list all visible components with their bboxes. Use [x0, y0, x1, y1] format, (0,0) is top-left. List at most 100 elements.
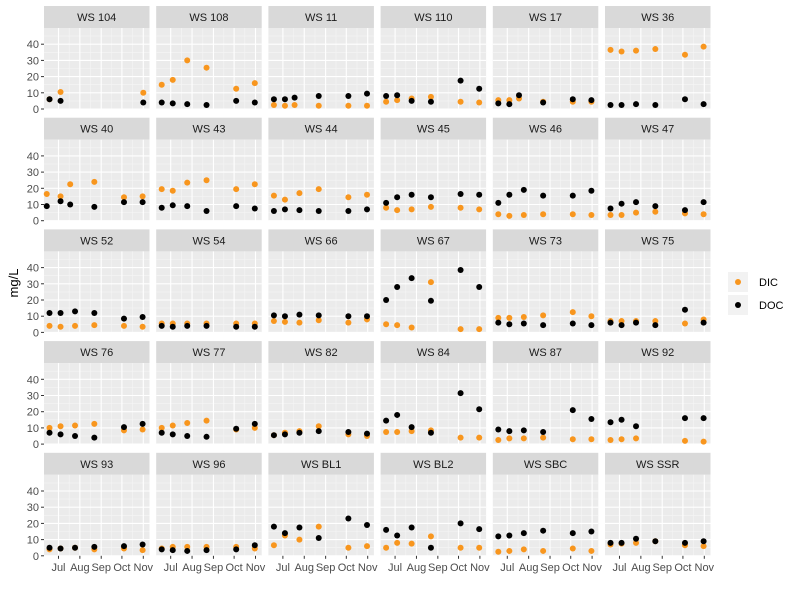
- dic-point: [476, 99, 483, 106]
- doc-point: [681, 415, 688, 422]
- doc-point: [540, 322, 547, 329]
- doc-point: [700, 319, 707, 326]
- facet-strip-label: WS BL1: [301, 459, 341, 471]
- dic-point: [184, 179, 191, 186]
- facet-strip: [156, 341, 262, 364]
- doc-point: [652, 101, 659, 108]
- facet-panel: WS 77: [156, 341, 262, 445]
- doc-point: [364, 90, 371, 97]
- facet-strip-label: WS 104: [77, 12, 116, 24]
- y-tick-label: 30: [27, 167, 39, 179]
- dic-point: [169, 187, 176, 194]
- dic-point: [588, 212, 595, 219]
- facet-panel: WS 36: [605, 6, 711, 110]
- y-axis-title: mg/L: [6, 269, 21, 298]
- doc-point: [569, 192, 576, 199]
- doc-point: [270, 312, 277, 319]
- dic-point: [700, 43, 707, 50]
- x-tick-label: Aug: [70, 562, 90, 574]
- facet-strip-label: WS SBC: [524, 459, 567, 471]
- doc-point: [633, 199, 640, 206]
- y-tick-label: 10: [27, 200, 39, 212]
- dic-point: [408, 206, 415, 213]
- dic-point: [681, 437, 688, 444]
- doc-point: [251, 99, 258, 106]
- dic-point: [139, 547, 146, 554]
- doc-point: [394, 194, 401, 201]
- doc-point: [169, 547, 176, 554]
- dic-point: [394, 322, 401, 329]
- doc-point: [203, 207, 210, 214]
- doc-point: [652, 203, 659, 210]
- doc-point: [394, 284, 401, 291]
- doc-point: [46, 96, 53, 103]
- dic-point: [270, 192, 277, 199]
- dic-point: [203, 64, 210, 71]
- facet-panel: WS BL1 Jul Aug Sep Oct Nov: [268, 452, 378, 574]
- dic-point: [91, 420, 98, 427]
- dic-point: [618, 436, 625, 443]
- facet-strip: [156, 6, 262, 28]
- facet-strip-label: WS 66: [305, 235, 338, 247]
- facet-panel: WS 75: [605, 229, 711, 333]
- doc-point: [427, 98, 434, 105]
- doc-point: [383, 526, 390, 533]
- doc-point: [681, 96, 688, 103]
- dic-point: [315, 523, 322, 530]
- facet-strip: [44, 452, 150, 475]
- dic-point: [383, 544, 390, 551]
- doc-point: [296, 429, 303, 436]
- doc-point: [57, 309, 64, 316]
- dic-point: [296, 190, 303, 197]
- doc-point: [184, 101, 191, 108]
- x-tick-label: Sep: [540, 562, 560, 574]
- facet-strip-label: WS BL2: [413, 459, 453, 471]
- dic-point: [457, 98, 464, 105]
- doc-point: [120, 315, 127, 322]
- doc-point: [588, 528, 595, 535]
- dic-point: [281, 196, 288, 203]
- dic-point: [233, 186, 240, 193]
- doc-point: [364, 430, 371, 437]
- doc-point: [233, 97, 240, 104]
- facet-strip-label: WS 108: [189, 12, 228, 24]
- facet-panel: WS 76 0 10 20 30 40: [27, 341, 150, 451]
- facet-strip: [605, 229, 711, 252]
- facet-strip: [44, 117, 150, 140]
- doc-point: [364, 313, 371, 320]
- facet-strip: [605, 452, 711, 475]
- facet-panel: WS 43: [156, 117, 262, 222]
- dic-point: [383, 98, 390, 105]
- dic-point: [57, 193, 64, 200]
- doc-point: [569, 407, 576, 414]
- doc-point: [139, 199, 146, 206]
- doc-point: [72, 433, 79, 439]
- facet-panel: WS 67: [380, 229, 487, 333]
- dic-point: [139, 426, 146, 433]
- doc-point: [427, 429, 434, 436]
- dic-point: [139, 323, 146, 330]
- facet-strip-label: WS 45: [417, 124, 450, 136]
- dic-point: [364, 102, 371, 109]
- doc-point: [495, 199, 502, 206]
- dic-point: [270, 101, 277, 108]
- doc-point: [158, 99, 165, 106]
- doc-point: [46, 429, 53, 436]
- doc-point: [345, 207, 352, 214]
- doc-point: [506, 428, 513, 435]
- y-tick-label: 40: [27, 486, 39, 498]
- dic-point: [427, 93, 434, 100]
- facet-panel: WS 108: [156, 6, 262, 110]
- facet-strip: [156, 452, 262, 475]
- dic-point: [457, 544, 464, 551]
- dic-point: [203, 417, 210, 424]
- doc-point: [251, 542, 258, 549]
- doc-point: [251, 420, 258, 427]
- doc-point: [281, 96, 288, 103]
- doc-point: [315, 93, 322, 100]
- dic-point: [315, 317, 322, 324]
- facet-strip-label: WS 47: [641, 124, 674, 136]
- facet-strip-label: WS 87: [529, 347, 562, 359]
- x-tick-label: Sep: [652, 562, 672, 574]
- doc-point: [618, 322, 625, 329]
